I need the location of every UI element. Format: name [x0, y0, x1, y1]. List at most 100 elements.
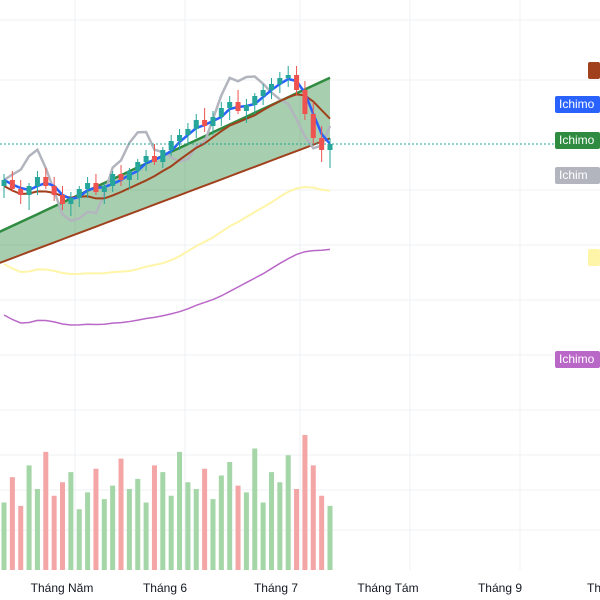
candle[interactable]	[60, 186, 66, 210]
volume-bar	[160, 472, 166, 570]
candle[interactable]	[218, 102, 224, 126]
candle[interactable]	[110, 171, 116, 192]
volume-bar	[68, 472, 74, 570]
candle[interactable]	[93, 174, 99, 195]
candle[interactable]	[68, 192, 74, 216]
candle[interactable]	[202, 108, 208, 132]
candle-body	[135, 162, 141, 171]
candle[interactable]	[302, 81, 308, 120]
candle-body	[60, 195, 66, 204]
candle[interactable]	[126, 168, 132, 189]
candle[interactable]	[34, 171, 40, 195]
candle-body	[85, 183, 91, 189]
volume-bar	[327, 505, 333, 570]
candle[interactable]	[243, 99, 249, 123]
volume-bar	[193, 489, 199, 570]
x-tick-label: Tháng Tám	[357, 581, 418, 595]
candle[interactable]	[227, 96, 233, 120]
candle[interactable]	[327, 138, 333, 168]
candle[interactable]	[260, 84, 266, 105]
candle[interactable]	[319, 126, 325, 162]
volume-bar	[268, 472, 274, 570]
candle[interactable]	[85, 177, 91, 198]
candle-body	[93, 183, 99, 192]
candle[interactable]	[9, 171, 15, 192]
candle[interactable]	[277, 72, 283, 93]
volume-bar	[185, 482, 191, 570]
legend-tag-bg	[555, 351, 600, 368]
candle[interactable]	[118, 165, 124, 186]
legend-tag[interactable]: Ichim	[555, 167, 600, 184]
volume-bar	[101, 499, 107, 570]
legend-tag-text: Ichimo	[559, 133, 595, 147]
legend-tag[interactable]: Ichimo	[555, 351, 600, 368]
candle-body	[243, 105, 249, 111]
volume-bar	[260, 502, 266, 570]
candle[interactable]	[235, 90, 241, 114]
candle-body	[185, 129, 191, 135]
candle[interactable]	[210, 111, 216, 135]
candle[interactable]	[185, 123, 191, 144]
volume-bar	[85, 492, 91, 570]
candle-body	[126, 171, 132, 180]
candle-body	[51, 186, 57, 195]
legend-tag[interactable]: Ichimo	[555, 96, 600, 113]
candle[interactable]	[51, 177, 57, 201]
candle[interactable]	[76, 186, 82, 207]
volume-bar	[310, 465, 316, 570]
legend-tag[interactable]: Ichimo	[555, 132, 600, 149]
volume-bar	[210, 499, 216, 570]
candle[interactable]	[285, 66, 291, 87]
conversion-line	[3, 77, 331, 201]
volume-bar	[26, 465, 32, 570]
x-tick-label: Th	[587, 581, 600, 595]
candle[interactable]	[26, 183, 32, 210]
x-tick-label: Tháng 6	[143, 581, 187, 595]
volume-bar	[285, 455, 291, 570]
candle-body	[227, 102, 233, 108]
candle[interactable]	[268, 78, 274, 99]
volume-bar	[1, 502, 7, 570]
candle-body	[110, 174, 116, 186]
volume-bar	[18, 505, 24, 570]
candle[interactable]	[294, 66, 300, 96]
candle[interactable]	[143, 150, 149, 171]
candle[interactable]	[160, 147, 166, 168]
volume-bar	[302, 435, 308, 570]
candle[interactable]	[101, 183, 107, 204]
candle-body	[118, 174, 124, 180]
candle-body	[160, 150, 166, 162]
candle-body	[277, 78, 283, 84]
candle-body	[327, 144, 333, 150]
volume-bar	[218, 475, 224, 570]
candle[interactable]	[252, 93, 258, 114]
candle[interactable]	[310, 102, 316, 144]
legend-tag[interactable]	[588, 249, 600, 266]
candle[interactable]	[193, 114, 199, 138]
purple-line	[3, 248, 331, 326]
base-line	[3, 93, 331, 200]
candle[interactable]	[1, 174, 7, 198]
candle[interactable]	[168, 135, 174, 156]
x-tick-label: Tháng 7	[254, 581, 298, 595]
candle-body	[302, 90, 308, 114]
candle-body	[9, 180, 15, 189]
yellow-line	[3, 185, 331, 276]
candle[interactable]	[135, 159, 141, 180]
candle[interactable]	[43, 168, 49, 189]
legend-tag[interactable]	[588, 62, 600, 79]
legend-tag-bg	[555, 132, 600, 149]
candle-body	[260, 90, 266, 96]
volume-bar	[126, 489, 132, 570]
candle[interactable]	[151, 144, 157, 165]
ichimoku-cloud	[0, 77, 330, 263]
candle-body	[285, 75, 291, 78]
volume-bar	[143, 502, 149, 570]
candle-body	[202, 120, 208, 126]
legend-tag-bg	[555, 96, 600, 113]
candle[interactable]	[18, 180, 24, 204]
leading-span-b-line	[0, 137, 331, 264]
candle[interactable]	[177, 129, 183, 150]
volume-bar	[294, 489, 300, 570]
